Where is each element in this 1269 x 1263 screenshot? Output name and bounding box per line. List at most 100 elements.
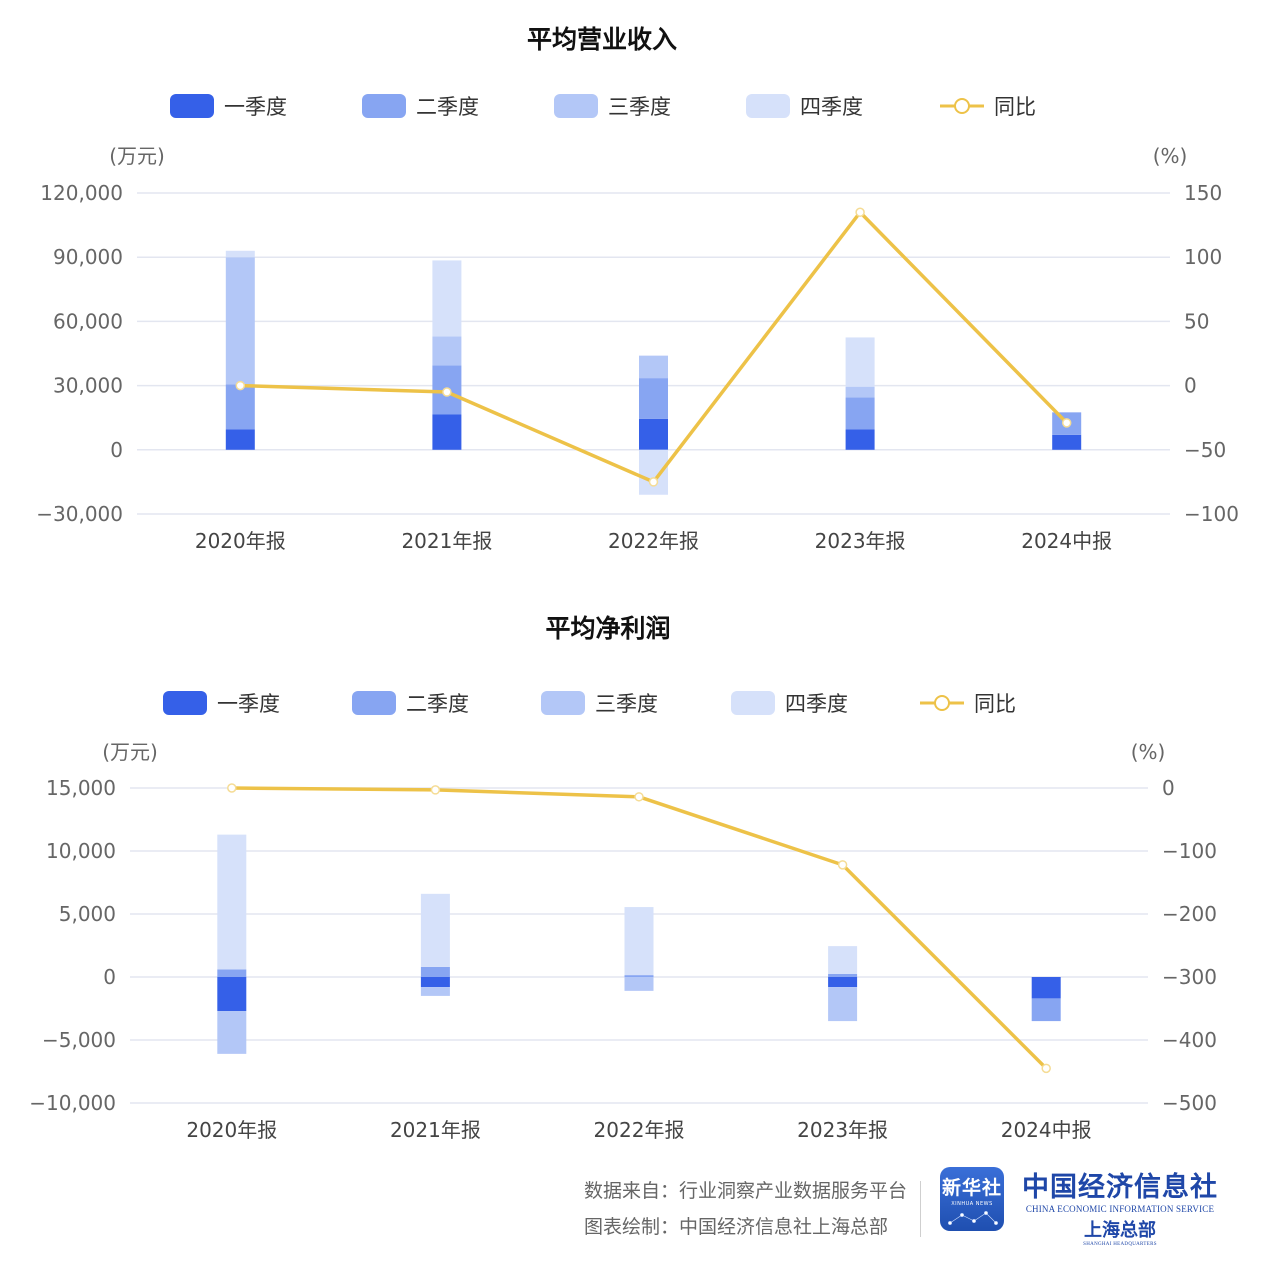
yoy-point	[1061, 418, 1072, 428]
y-left-tick-label: 5,000	[59, 902, 116, 926]
yoy-point	[1041, 1063, 1051, 1074]
bar-二季度	[639, 378, 668, 419]
yoy-point	[837, 860, 848, 870]
x-tick-label: 2020年报	[186, 1118, 277, 1142]
y-right-tick-label: 0	[1162, 776, 1175, 800]
y-left-tick-label: 60,000	[53, 309, 123, 333]
bar-一季度	[828, 977, 858, 988]
x-tick-label: 2024中报	[1021, 529, 1112, 553]
legend-label: 二季度	[406, 692, 469, 716]
y-left-tick-label: 0	[110, 438, 123, 462]
y-right-tick-label: 50	[1184, 309, 1209, 333]
chart-credit-text: 图表绘制：中国经济信息社上海总部	[583, 1216, 888, 1238]
bar-二季度	[624, 975, 654, 977]
bar-一季度	[420, 977, 450, 988]
ceis-logo-en: CHINA ECONOMIC INFORMATION SERVICE	[1025, 1204, 1215, 1214]
legend-swatch-4	[731, 691, 775, 715]
footer: 数据来自：行业洞察产业数据服务平台 图表绘制：中国经济信息社上海总部 新华社 X…	[0, 1155, 1269, 1263]
yoy-point	[227, 783, 237, 793]
bar-四季度	[217, 834, 247, 970]
source-notes: 数据来自：行业洞察产业数据服务平台 图表绘制：中国经济信息社上海总部	[584, 1173, 907, 1245]
data-source-text: 数据来自：行业洞察产业数据服务平台	[583, 1180, 907, 1202]
y-right-unit: (%)	[1131, 740, 1166, 764]
legend-label: 四季度	[785, 692, 848, 716]
xinhua-logo: 新华社 XINHUA NEWS	[940, 1167, 1004, 1231]
legend-label: 同比	[994, 95, 1036, 119]
yoy-point	[855, 207, 865, 218]
y-right-tick-label: −300	[1162, 965, 1217, 989]
x-tick-label: 2020年报	[195, 529, 286, 553]
bar-四季度	[828, 946, 858, 974]
y-left-tick-label: −5,000	[42, 1028, 116, 1052]
bar-一季度	[845, 429, 875, 450]
legend-swatch-1	[163, 691, 207, 715]
bar-一季度	[1052, 434, 1082, 450]
bar-二季度	[225, 384, 255, 430]
legend-swatch-3	[541, 691, 585, 715]
bar-三季度	[432, 336, 462, 366]
y-right-unit: (%)	[1153, 144, 1188, 168]
x-tick-label: 2022年报	[594, 1118, 685, 1142]
legend-marker-yoy	[954, 98, 970, 114]
yoy-point	[442, 387, 452, 397]
y-right-tick-label: −200	[1162, 902, 1217, 926]
legend-swatch-4	[746, 94, 790, 118]
bar-四季度	[420, 893, 450, 967]
yoy-point	[634, 792, 644, 802]
y-left-tick-label: 10,000	[46, 839, 116, 863]
yoy-point	[430, 785, 441, 795]
y-right-tick-label: 150	[1184, 181, 1222, 205]
y-left-tick-label: 120,000	[40, 181, 123, 205]
ceis-logo-sub-en: SHANGHAI HEADQUARTERS	[1083, 1242, 1157, 1247]
legend-label: 三季度	[608, 95, 671, 119]
xinhua-logo-en: XINHUA NEWS	[951, 1201, 993, 1207]
legend-label: 四季度	[800, 95, 863, 119]
bar-二季度	[217, 969, 247, 977]
legend-label: 一季度	[224, 95, 287, 119]
chart-title: 平均净利润	[545, 614, 670, 643]
yoy-point	[235, 380, 246, 391]
y-left-tick-label: 15,000	[46, 776, 116, 800]
ceis-logo-sub: 上海总部	[1084, 1220, 1156, 1241]
bar-一季度	[217, 977, 247, 1012]
bar-三季度	[639, 355, 668, 379]
footer-divider	[920, 1181, 921, 1237]
x-tick-label: 2023年报	[797, 1118, 888, 1142]
xinhua-logo-text: 新华社	[941, 1177, 1002, 1199]
legend-swatch-2	[362, 94, 406, 118]
x-tick-label: 2021年报	[401, 529, 492, 553]
x-tick-label: 2022年报	[608, 529, 699, 553]
yoy-point	[648, 477, 659, 487]
y-left-unit: (万元)	[102, 740, 158, 764]
bar-一季度	[432, 414, 462, 450]
ceis-logo: 中国经济信息社 CHINA ECONOMIC INFORMATION SERVI…	[1020, 1165, 1220, 1247]
y-right-tick-label: −100	[1184, 502, 1239, 526]
bar-四季度	[639, 449, 668, 495]
network-dots-icon	[948, 1211, 998, 1225]
y-left-tick-label: 30,000	[53, 374, 123, 398]
ceis-logo-cn: 中国经济信息社	[1022, 1172, 1218, 1203]
bar-四季度	[624, 907, 654, 976]
y-left-unit: (万元)	[109, 144, 165, 168]
y-right-tick-label: 100	[1184, 245, 1222, 269]
bar-一季度	[225, 429, 255, 450]
y-left-tick-label: 0	[103, 965, 116, 989]
bar-二季度	[828, 973, 858, 977]
legend-marker-yoy	[934, 695, 950, 711]
x-tick-label: 2023年报	[815, 529, 906, 553]
bar-四季度	[845, 337, 875, 387]
bar-三季度	[420, 987, 450, 996]
chart-title: 平均营业收入	[527, 25, 677, 54]
legend-label: 同比	[974, 692, 1016, 716]
legend-label: 三季度	[595, 692, 658, 716]
y-left-tick-label: 90,000	[53, 245, 123, 269]
y-right-tick-label: −500	[1162, 1091, 1217, 1115]
bar-三季度	[225, 257, 255, 385]
y-right-tick-label: −50	[1184, 438, 1226, 462]
bar-四季度	[432, 260, 462, 337]
legend-label: 一季度	[217, 692, 280, 716]
bar-二季度	[845, 397, 875, 430]
x-tick-label: 2021年报	[390, 1118, 481, 1142]
